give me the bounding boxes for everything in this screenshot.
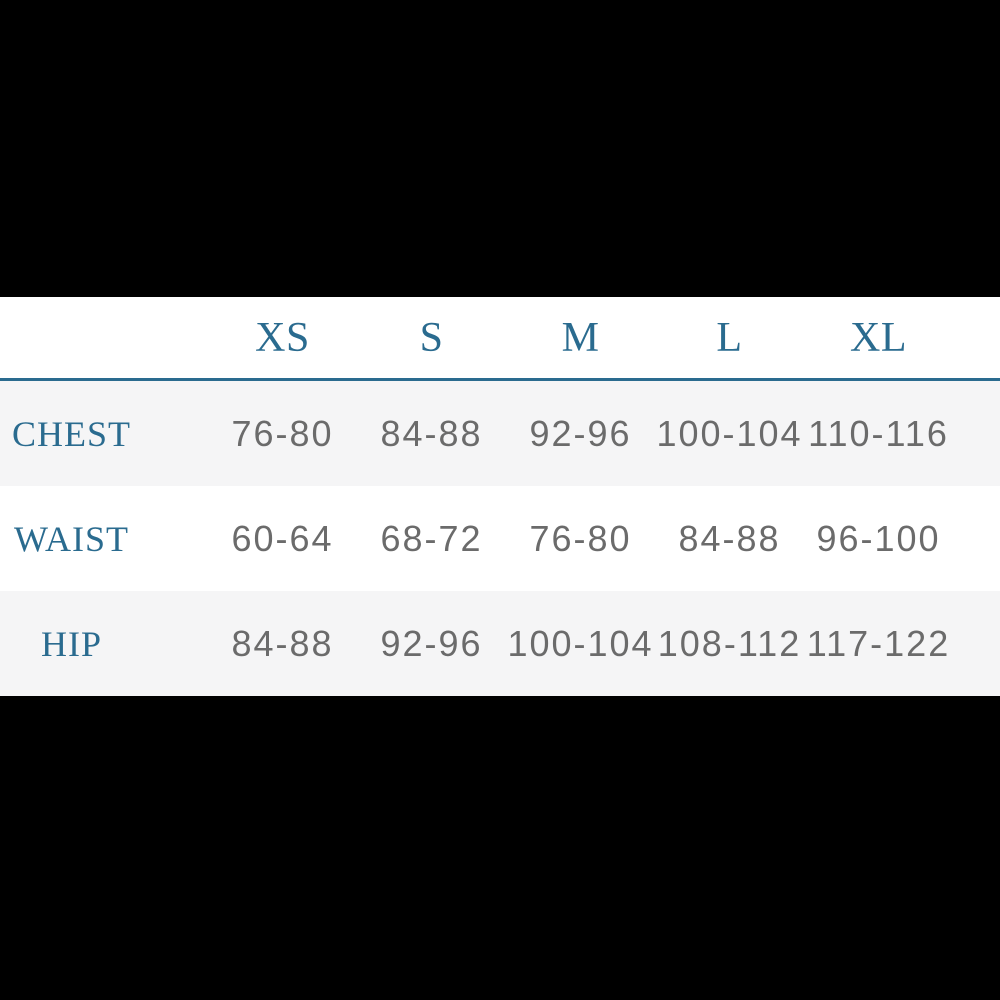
size-chart-table: XS S M L XL CHEST 76-80 84-88 92-96 100-… — [0, 297, 1000, 696]
value-chest-l: 100-104 — [656, 412, 803, 454]
column-header-s: S — [419, 314, 444, 361]
value-waist-m: 76-80 — [529, 517, 632, 559]
value-chest-s: 84-88 — [380, 412, 483, 454]
value-chest-m: 92-96 — [529, 412, 632, 454]
table-row-waist: WAIST 60-64 68-72 76-80 84-88 96-100 — [0, 486, 1000, 591]
table-row-chest: CHEST 76-80 84-88 92-96 100-104 110-116 — [0, 381, 1000, 486]
value-hip-xl: 117-122 — [806, 622, 951, 664]
value-waist-xs: 60-64 — [231, 517, 334, 559]
value-chest-xl: 110-116 — [808, 412, 949, 454]
row-label-waist: WAIST — [14, 518, 129, 559]
header-row: XS S M L XL — [0, 297, 1000, 381]
value-hip-s: 92-96 — [380, 622, 483, 664]
column-header-l: L — [716, 314, 743, 361]
table-row-hip: HIP 84-88 92-96 100-104 108-112 117-122 — [0, 591, 1000, 696]
column-header-xl: XL — [850, 314, 907, 361]
value-hip-m: 100-104 — [507, 622, 654, 664]
column-header-m: M — [561, 314, 600, 361]
row-label-chest: CHEST — [11, 413, 131, 454]
column-header-xs: XS — [255, 314, 310, 361]
value-waist-l: 84-88 — [678, 517, 781, 559]
value-waist-xl: 96-100 — [816, 517, 941, 559]
value-hip-l: 108-112 — [657, 622, 802, 664]
value-waist-s: 68-72 — [380, 517, 483, 559]
row-label-hip: HIP — [40, 623, 102, 664]
value-hip-xs: 84-88 — [231, 622, 334, 664]
value-chest-xs: 76-80 — [231, 412, 334, 454]
